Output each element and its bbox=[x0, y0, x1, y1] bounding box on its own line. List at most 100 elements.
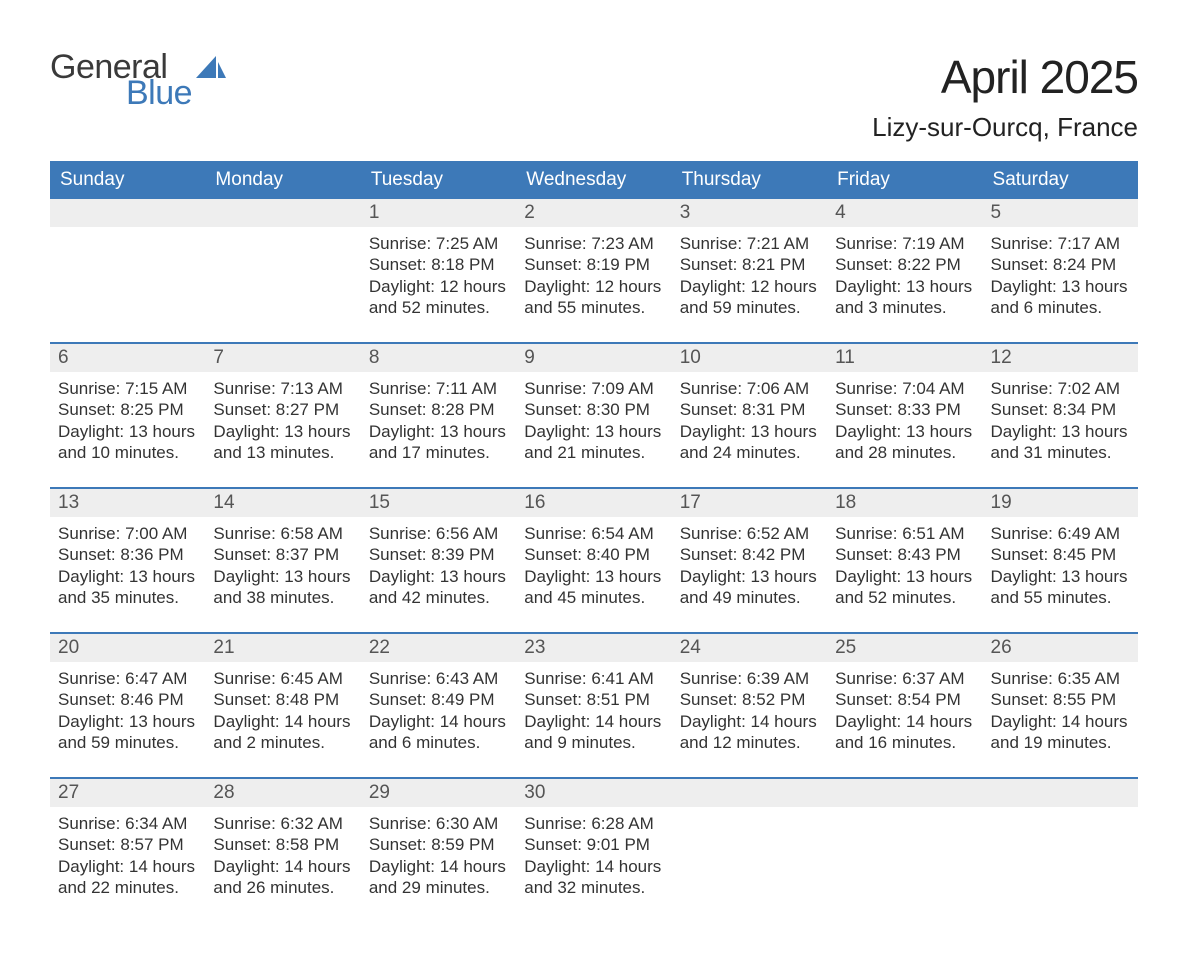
detail-line: Sunset: 8:59 PM bbox=[369, 834, 508, 855]
detail-row: Sunrise: 6:34 AMSunset: 8:57 PMDaylight:… bbox=[50, 807, 1138, 922]
detail-line: Sunset: 8:37 PM bbox=[213, 544, 352, 565]
weekday-header: Friday bbox=[827, 161, 982, 199]
day-detail: Sunrise: 6:52 AMSunset: 8:42 PMDaylight:… bbox=[672, 517, 827, 632]
day-detail: Sunrise: 6:34 AMSunset: 8:57 PMDaylight:… bbox=[50, 807, 205, 922]
detail-line: Daylight: 13 hours and 10 minutes. bbox=[58, 421, 197, 464]
detail-line: Daylight: 14 hours and 22 minutes. bbox=[58, 856, 197, 899]
detail-line: Daylight: 12 hours and 59 minutes. bbox=[680, 276, 819, 319]
day-detail: Sunrise: 6:45 AMSunset: 8:48 PMDaylight:… bbox=[205, 662, 360, 777]
daynum-row: 27282930 bbox=[50, 779, 1138, 807]
detail-line: Daylight: 13 hours and 59 minutes. bbox=[58, 711, 197, 754]
day-detail bbox=[205, 227, 360, 342]
day-number bbox=[672, 779, 827, 807]
day-detail: Sunrise: 7:25 AMSunset: 8:18 PMDaylight:… bbox=[361, 227, 516, 342]
detail-line: Sunrise: 7:04 AM bbox=[835, 378, 974, 399]
day-detail: Sunrise: 7:19 AMSunset: 8:22 PMDaylight:… bbox=[827, 227, 982, 342]
detail-line: Daylight: 13 hours and 49 minutes. bbox=[680, 566, 819, 609]
day-detail: Sunrise: 6:43 AMSunset: 8:49 PMDaylight:… bbox=[361, 662, 516, 777]
detail-line: Sunrise: 6:34 AM bbox=[58, 813, 197, 834]
detail-line: Daylight: 14 hours and 6 minutes. bbox=[369, 711, 508, 754]
detail-line: Sunrise: 7:25 AM bbox=[369, 233, 508, 254]
detail-line: Sunset: 8:51 PM bbox=[524, 689, 663, 710]
week: 12345Sunrise: 7:25 AMSunset: 8:18 PMDayl… bbox=[50, 199, 1138, 342]
day-number: 22 bbox=[361, 634, 516, 662]
calendar: SundayMondayTuesdayWednesdayThursdayFrid… bbox=[50, 161, 1138, 922]
detail-line: Sunrise: 6:28 AM bbox=[524, 813, 663, 834]
day-detail: Sunrise: 6:56 AMSunset: 8:39 PMDaylight:… bbox=[361, 517, 516, 632]
detail-row: Sunrise: 6:47 AMSunset: 8:46 PMDaylight:… bbox=[50, 662, 1138, 777]
day-number: 30 bbox=[516, 779, 671, 807]
detail-line: Sunset: 8:52 PM bbox=[680, 689, 819, 710]
logo-word-2: Blue bbox=[126, 76, 192, 110]
day-number: 25 bbox=[827, 634, 982, 662]
day-detail bbox=[50, 227, 205, 342]
detail-line: Sunset: 8:48 PM bbox=[213, 689, 352, 710]
weekday-header: Sunday bbox=[50, 161, 205, 199]
detail-line: Daylight: 14 hours and 26 minutes. bbox=[213, 856, 352, 899]
week: 27282930Sunrise: 6:34 AMSunset: 8:57 PMD… bbox=[50, 777, 1138, 922]
detail-line: Sunset: 8:22 PM bbox=[835, 254, 974, 275]
detail-line: Daylight: 13 hours and 21 minutes. bbox=[524, 421, 663, 464]
weekday-header: Monday bbox=[205, 161, 360, 199]
detail-line: Sunset: 8:27 PM bbox=[213, 399, 352, 420]
day-detail: Sunrise: 6:49 AMSunset: 8:45 PMDaylight:… bbox=[983, 517, 1138, 632]
day-number: 11 bbox=[827, 344, 982, 372]
page: General Blue April 2025 Lizy-sur-Ourcq, … bbox=[0, 0, 1188, 962]
detail-line: Sunset: 8:30 PM bbox=[524, 399, 663, 420]
detail-line: Sunrise: 6:45 AM bbox=[213, 668, 352, 689]
detail-line: Sunrise: 6:32 AM bbox=[213, 813, 352, 834]
detail-line: Daylight: 13 hours and 3 minutes. bbox=[835, 276, 974, 319]
detail-line: Sunset: 8:24 PM bbox=[991, 254, 1130, 275]
detail-line: Sunset: 8:45 PM bbox=[991, 544, 1130, 565]
day-detail bbox=[672, 807, 827, 922]
day-detail: Sunrise: 7:09 AMSunset: 8:30 PMDaylight:… bbox=[516, 372, 671, 487]
detail-line: Sunrise: 6:41 AM bbox=[524, 668, 663, 689]
weekday-header: Tuesday bbox=[361, 161, 516, 199]
day-detail: Sunrise: 7:15 AMSunset: 8:25 PMDaylight:… bbox=[50, 372, 205, 487]
detail-line: Sunrise: 7:13 AM bbox=[213, 378, 352, 399]
day-number: 3 bbox=[672, 199, 827, 227]
day-number: 23 bbox=[516, 634, 671, 662]
detail-line: Sunset: 8:18 PM bbox=[369, 254, 508, 275]
detail-line: Sunrise: 6:47 AM bbox=[58, 668, 197, 689]
day-detail: Sunrise: 7:06 AMSunset: 8:31 PMDaylight:… bbox=[672, 372, 827, 487]
day-detail: Sunrise: 6:51 AMSunset: 8:43 PMDaylight:… bbox=[827, 517, 982, 632]
day-number: 9 bbox=[516, 344, 671, 372]
detail-line: Daylight: 13 hours and 24 minutes. bbox=[680, 421, 819, 464]
detail-line: Daylight: 13 hours and 13 minutes. bbox=[213, 421, 352, 464]
detail-line: Sunrise: 6:35 AM bbox=[991, 668, 1130, 689]
day-detail: Sunrise: 6:28 AMSunset: 9:01 PMDaylight:… bbox=[516, 807, 671, 922]
detail-line: Sunrise: 6:37 AM bbox=[835, 668, 974, 689]
logo: General Blue bbox=[50, 50, 226, 110]
day-number: 18 bbox=[827, 489, 982, 517]
detail-line: Sunrise: 7:23 AM bbox=[524, 233, 663, 254]
detail-line: Daylight: 13 hours and 28 minutes. bbox=[835, 421, 974, 464]
day-number: 17 bbox=[672, 489, 827, 517]
detail-line: Sunrise: 6:39 AM bbox=[680, 668, 819, 689]
day-number: 26 bbox=[983, 634, 1138, 662]
detail-line: Daylight: 13 hours and 31 minutes. bbox=[991, 421, 1130, 464]
detail-line: Daylight: 14 hours and 9 minutes. bbox=[524, 711, 663, 754]
detail-line: Sunrise: 6:52 AM bbox=[680, 523, 819, 544]
detail-line: Sunrise: 6:51 AM bbox=[835, 523, 974, 544]
day-number: 20 bbox=[50, 634, 205, 662]
detail-line: Sunset: 9:01 PM bbox=[524, 834, 663, 855]
detail-row: Sunrise: 7:25 AMSunset: 8:18 PM Daylight:… bbox=[50, 227, 1138, 342]
detail-line: Sunrise: 6:49 AM bbox=[991, 523, 1130, 544]
week: 13141516171819Sunrise: 7:00 AMSunset: 8:… bbox=[50, 487, 1138, 632]
day-number: 15 bbox=[361, 489, 516, 517]
detail-line: Sunset: 8:40 PM bbox=[524, 544, 663, 565]
detail-line: Sunrise: 7:21 AM bbox=[680, 233, 819, 254]
detail-line: Sunrise: 6:43 AM bbox=[369, 668, 508, 689]
day-detail: Sunrise: 6:47 AMSunset: 8:46 PMDaylight:… bbox=[50, 662, 205, 777]
day-number: 1 bbox=[361, 199, 516, 227]
day-number bbox=[205, 199, 360, 227]
detail-line: Sunset: 8:58 PM bbox=[213, 834, 352, 855]
day-number: 6 bbox=[50, 344, 205, 372]
daynum-row: 13141516171819 bbox=[50, 489, 1138, 517]
day-detail: Sunrise: 7:13 AMSunset: 8:27 PMDaylight:… bbox=[205, 372, 360, 487]
detail-line: Sunrise: 7:15 AM bbox=[58, 378, 197, 399]
detail-line: Sunset: 8:39 PM bbox=[369, 544, 508, 565]
detail-line: Sunset: 8:42 PM bbox=[680, 544, 819, 565]
detail-line: Daylight: 14 hours and 16 minutes. bbox=[835, 711, 974, 754]
